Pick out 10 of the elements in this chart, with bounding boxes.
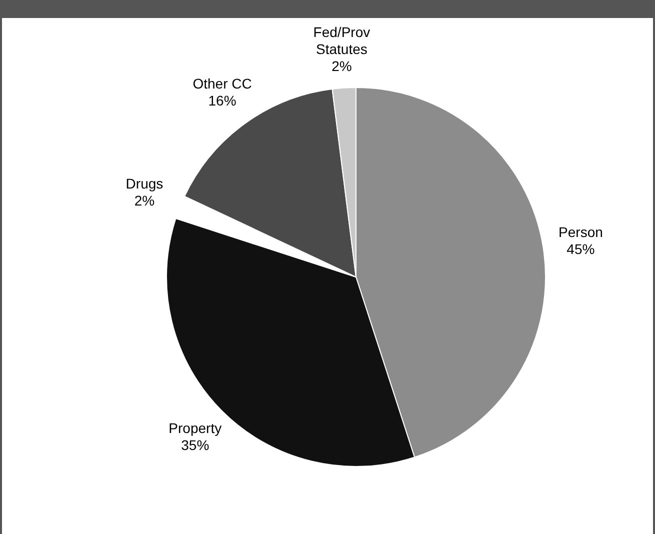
data-label: 2% [332, 58, 352, 74]
slice-label: Property [168, 420, 222, 436]
slice-label: Drugs [126, 176, 164, 192]
slice-label: Other CC [192, 75, 252, 92]
data-label: 45% [566, 240, 595, 257]
data-label: 2% [134, 192, 155, 209]
data-label: 35% [181, 437, 210, 454]
data-label: 16% [208, 92, 236, 108]
slice-label: Person [558, 224, 603, 240]
slice-label: Fed/Prov Statutes [313, 24, 370, 57]
